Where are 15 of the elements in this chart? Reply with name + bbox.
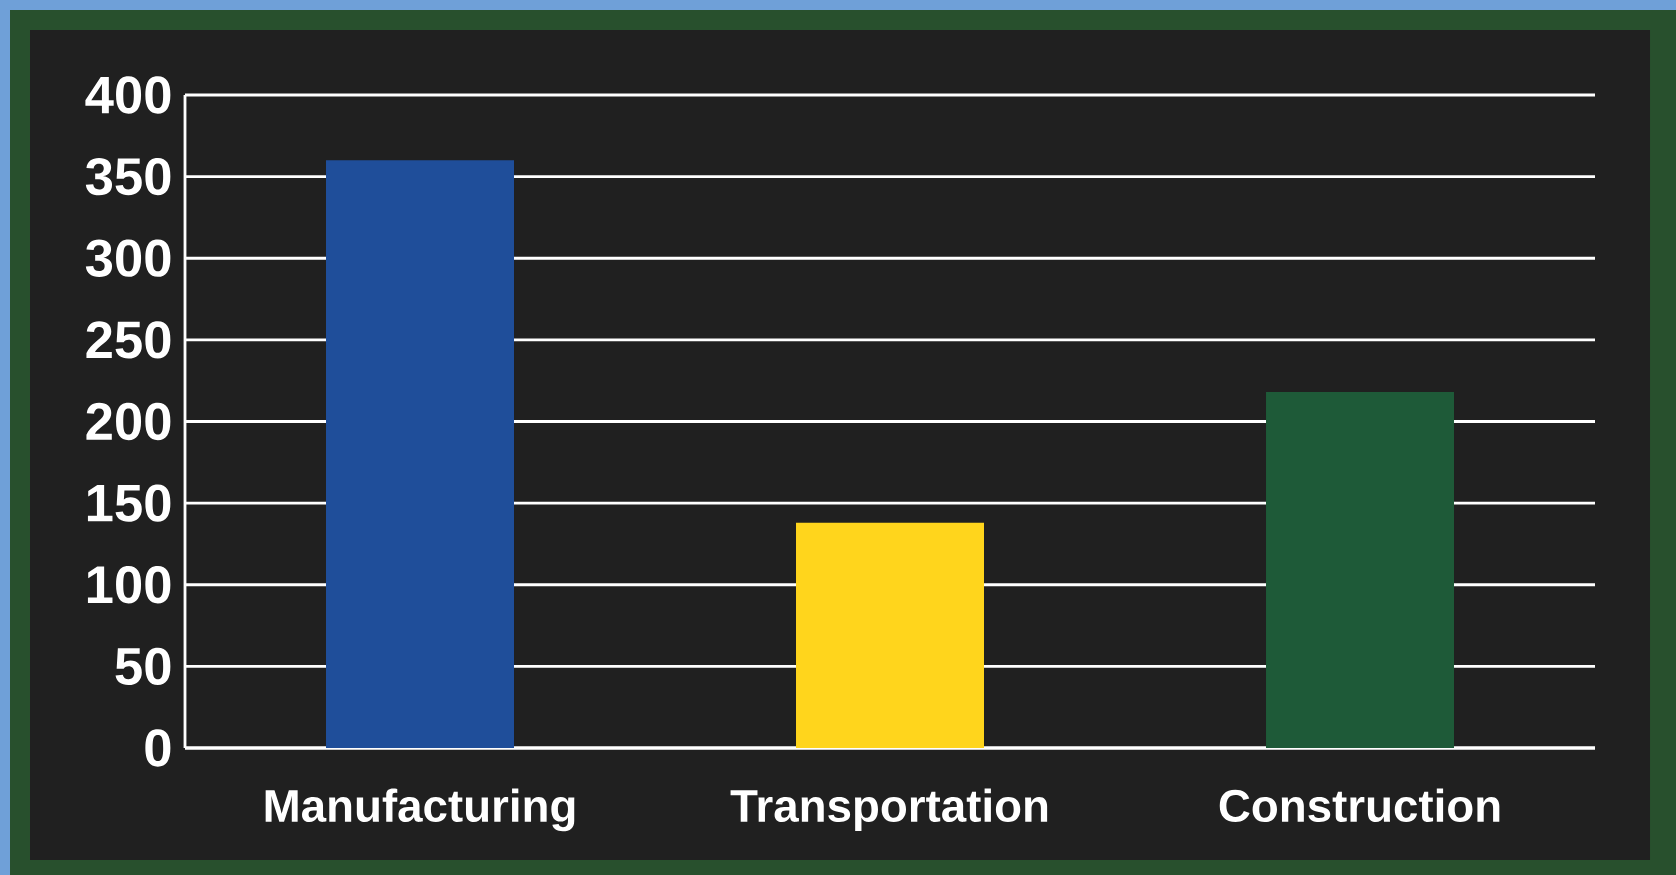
x-tick-label: Transportation	[730, 788, 1048, 832]
y-tick-label: 200	[86, 402, 171, 441]
y-tick-label: 350	[85, 157, 171, 196]
y-tick-label: 400	[85, 76, 171, 114]
x-tick-label: Construction	[1219, 788, 1500, 823]
bar	[1266, 392, 1455, 748]
y-tick-label: 0	[145, 729, 171, 767]
y-tick-label: 250	[86, 321, 171, 359]
y-tick-label: 300	[85, 239, 171, 277]
bar	[796, 522, 985, 748]
y-tick-label: 150	[87, 484, 171, 522]
x-tick-label: Manufacturing	[265, 788, 575, 832]
y-tick-label: 50	[115, 647, 171, 686]
bar	[326, 160, 515, 748]
y-tick-label: 100	[87, 566, 171, 604]
